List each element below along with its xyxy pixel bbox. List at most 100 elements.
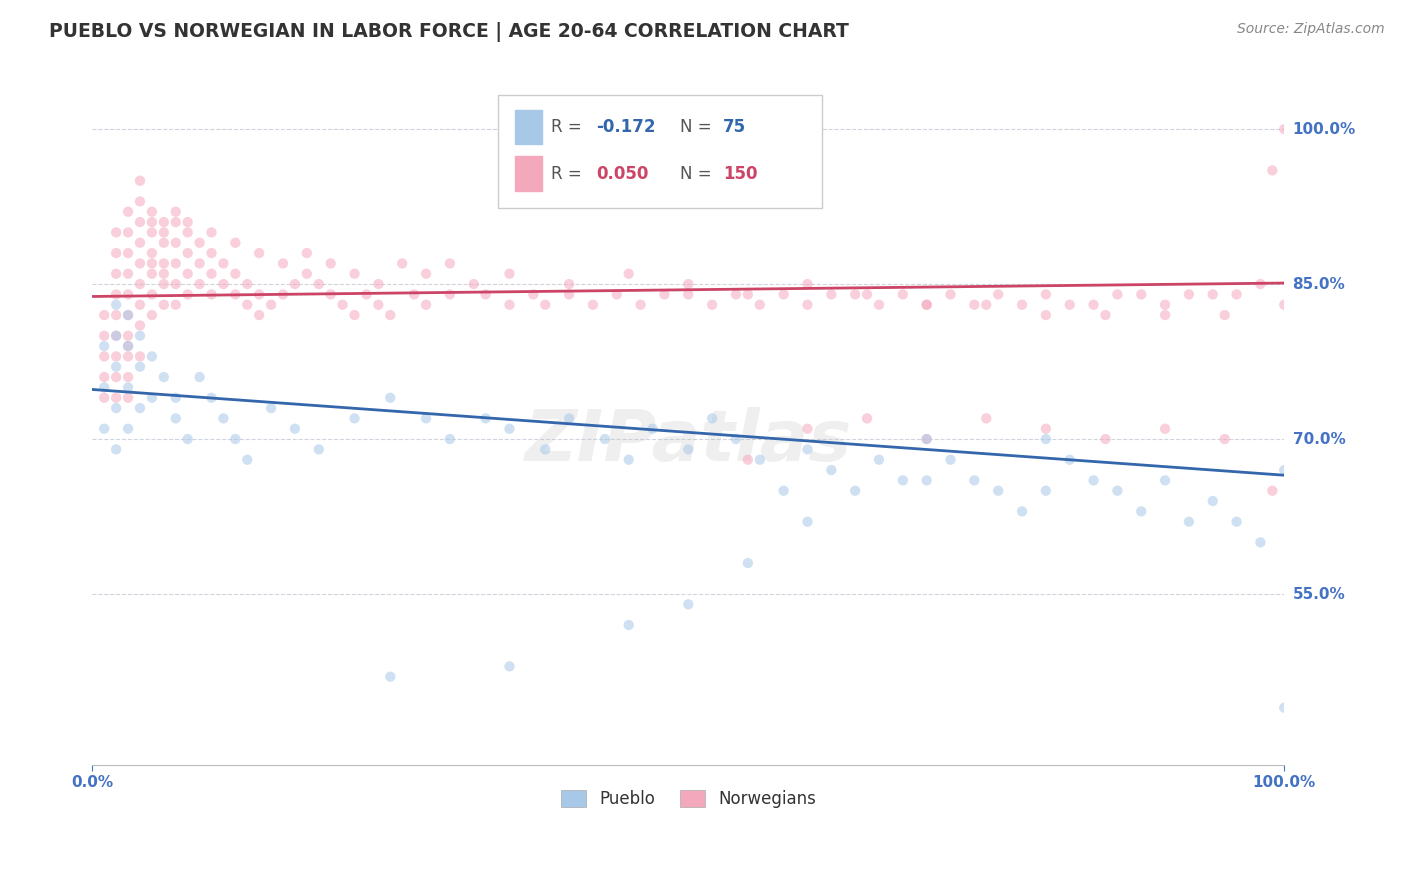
Point bbox=[105, 442, 128, 457]
Point bbox=[93, 422, 115, 436]
Point bbox=[891, 287, 914, 301]
Point bbox=[737, 287, 759, 301]
Point bbox=[439, 256, 461, 270]
Point bbox=[796, 298, 818, 312]
Point bbox=[1094, 308, 1116, 322]
Point bbox=[176, 226, 198, 240]
Point bbox=[1202, 287, 1225, 301]
Text: 75: 75 bbox=[723, 118, 747, 136]
Point bbox=[141, 246, 163, 260]
Point bbox=[582, 298, 605, 312]
Point bbox=[129, 298, 152, 312]
Point bbox=[117, 308, 139, 322]
Point bbox=[700, 411, 723, 425]
Point bbox=[141, 226, 163, 240]
Point bbox=[117, 246, 139, 260]
Point bbox=[856, 411, 879, 425]
Text: -0.172: -0.172 bbox=[596, 118, 657, 136]
Point bbox=[1261, 483, 1284, 498]
Point bbox=[200, 267, 222, 281]
Point bbox=[224, 432, 246, 446]
Point bbox=[1094, 432, 1116, 446]
Point bbox=[129, 318, 152, 333]
Point bbox=[415, 267, 437, 281]
Point bbox=[271, 256, 294, 270]
Point bbox=[200, 391, 222, 405]
Point bbox=[93, 308, 115, 322]
Text: N =: N = bbox=[681, 165, 717, 183]
Text: 100.0%: 100.0% bbox=[1292, 121, 1355, 136]
Point bbox=[1107, 483, 1129, 498]
Point bbox=[463, 277, 485, 291]
Point bbox=[129, 401, 152, 415]
Point bbox=[558, 277, 581, 291]
Point bbox=[295, 267, 318, 281]
Point bbox=[247, 246, 270, 260]
Point bbox=[176, 267, 198, 281]
Point bbox=[915, 432, 938, 446]
FancyBboxPatch shape bbox=[498, 95, 821, 208]
Text: R =: R = bbox=[551, 118, 588, 136]
Point bbox=[319, 256, 342, 270]
Point bbox=[153, 256, 176, 270]
Point bbox=[117, 350, 139, 364]
Point bbox=[748, 452, 770, 467]
Point bbox=[1154, 308, 1177, 322]
Point bbox=[724, 432, 747, 446]
Point bbox=[176, 246, 198, 260]
Point bbox=[319, 287, 342, 301]
Point bbox=[737, 556, 759, 570]
Point bbox=[260, 401, 283, 415]
Point bbox=[1154, 298, 1177, 312]
Point bbox=[987, 483, 1010, 498]
Point bbox=[117, 287, 139, 301]
Point bbox=[772, 287, 794, 301]
Point bbox=[247, 287, 270, 301]
Point bbox=[1272, 700, 1295, 714]
Point bbox=[117, 339, 139, 353]
Point bbox=[748, 298, 770, 312]
Point bbox=[1154, 474, 1177, 488]
Point bbox=[93, 350, 115, 364]
Point bbox=[93, 328, 115, 343]
Point bbox=[915, 432, 938, 446]
Point bbox=[380, 391, 402, 405]
Point bbox=[105, 267, 128, 281]
Point bbox=[343, 411, 366, 425]
Point bbox=[165, 215, 187, 229]
Point bbox=[129, 350, 152, 364]
Point bbox=[129, 194, 152, 209]
Point bbox=[844, 287, 866, 301]
Point bbox=[343, 267, 366, 281]
Text: 70.0%: 70.0% bbox=[1292, 432, 1346, 447]
Point bbox=[474, 287, 496, 301]
Point bbox=[176, 432, 198, 446]
Point bbox=[415, 411, 437, 425]
Point bbox=[1178, 287, 1201, 301]
Point bbox=[105, 287, 128, 301]
Point bbox=[117, 226, 139, 240]
Legend: Pueblo, Norwegians: Pueblo, Norwegians bbox=[554, 783, 823, 814]
Point bbox=[247, 308, 270, 322]
Point bbox=[630, 298, 652, 312]
Point bbox=[796, 442, 818, 457]
Point bbox=[1226, 515, 1249, 529]
Text: R =: R = bbox=[551, 165, 588, 183]
Point bbox=[1011, 298, 1033, 312]
Point bbox=[129, 277, 152, 291]
Point bbox=[188, 256, 211, 270]
Text: 0.050: 0.050 bbox=[596, 165, 650, 183]
Point bbox=[963, 298, 986, 312]
Point bbox=[105, 370, 128, 384]
Point bbox=[105, 328, 128, 343]
Point bbox=[153, 277, 176, 291]
Point bbox=[1272, 122, 1295, 136]
Point bbox=[939, 287, 962, 301]
Point bbox=[678, 442, 700, 457]
Point bbox=[129, 328, 152, 343]
Point bbox=[844, 483, 866, 498]
Point bbox=[1202, 494, 1225, 508]
Point bbox=[141, 391, 163, 405]
Point bbox=[367, 277, 389, 291]
Point bbox=[1249, 277, 1271, 291]
